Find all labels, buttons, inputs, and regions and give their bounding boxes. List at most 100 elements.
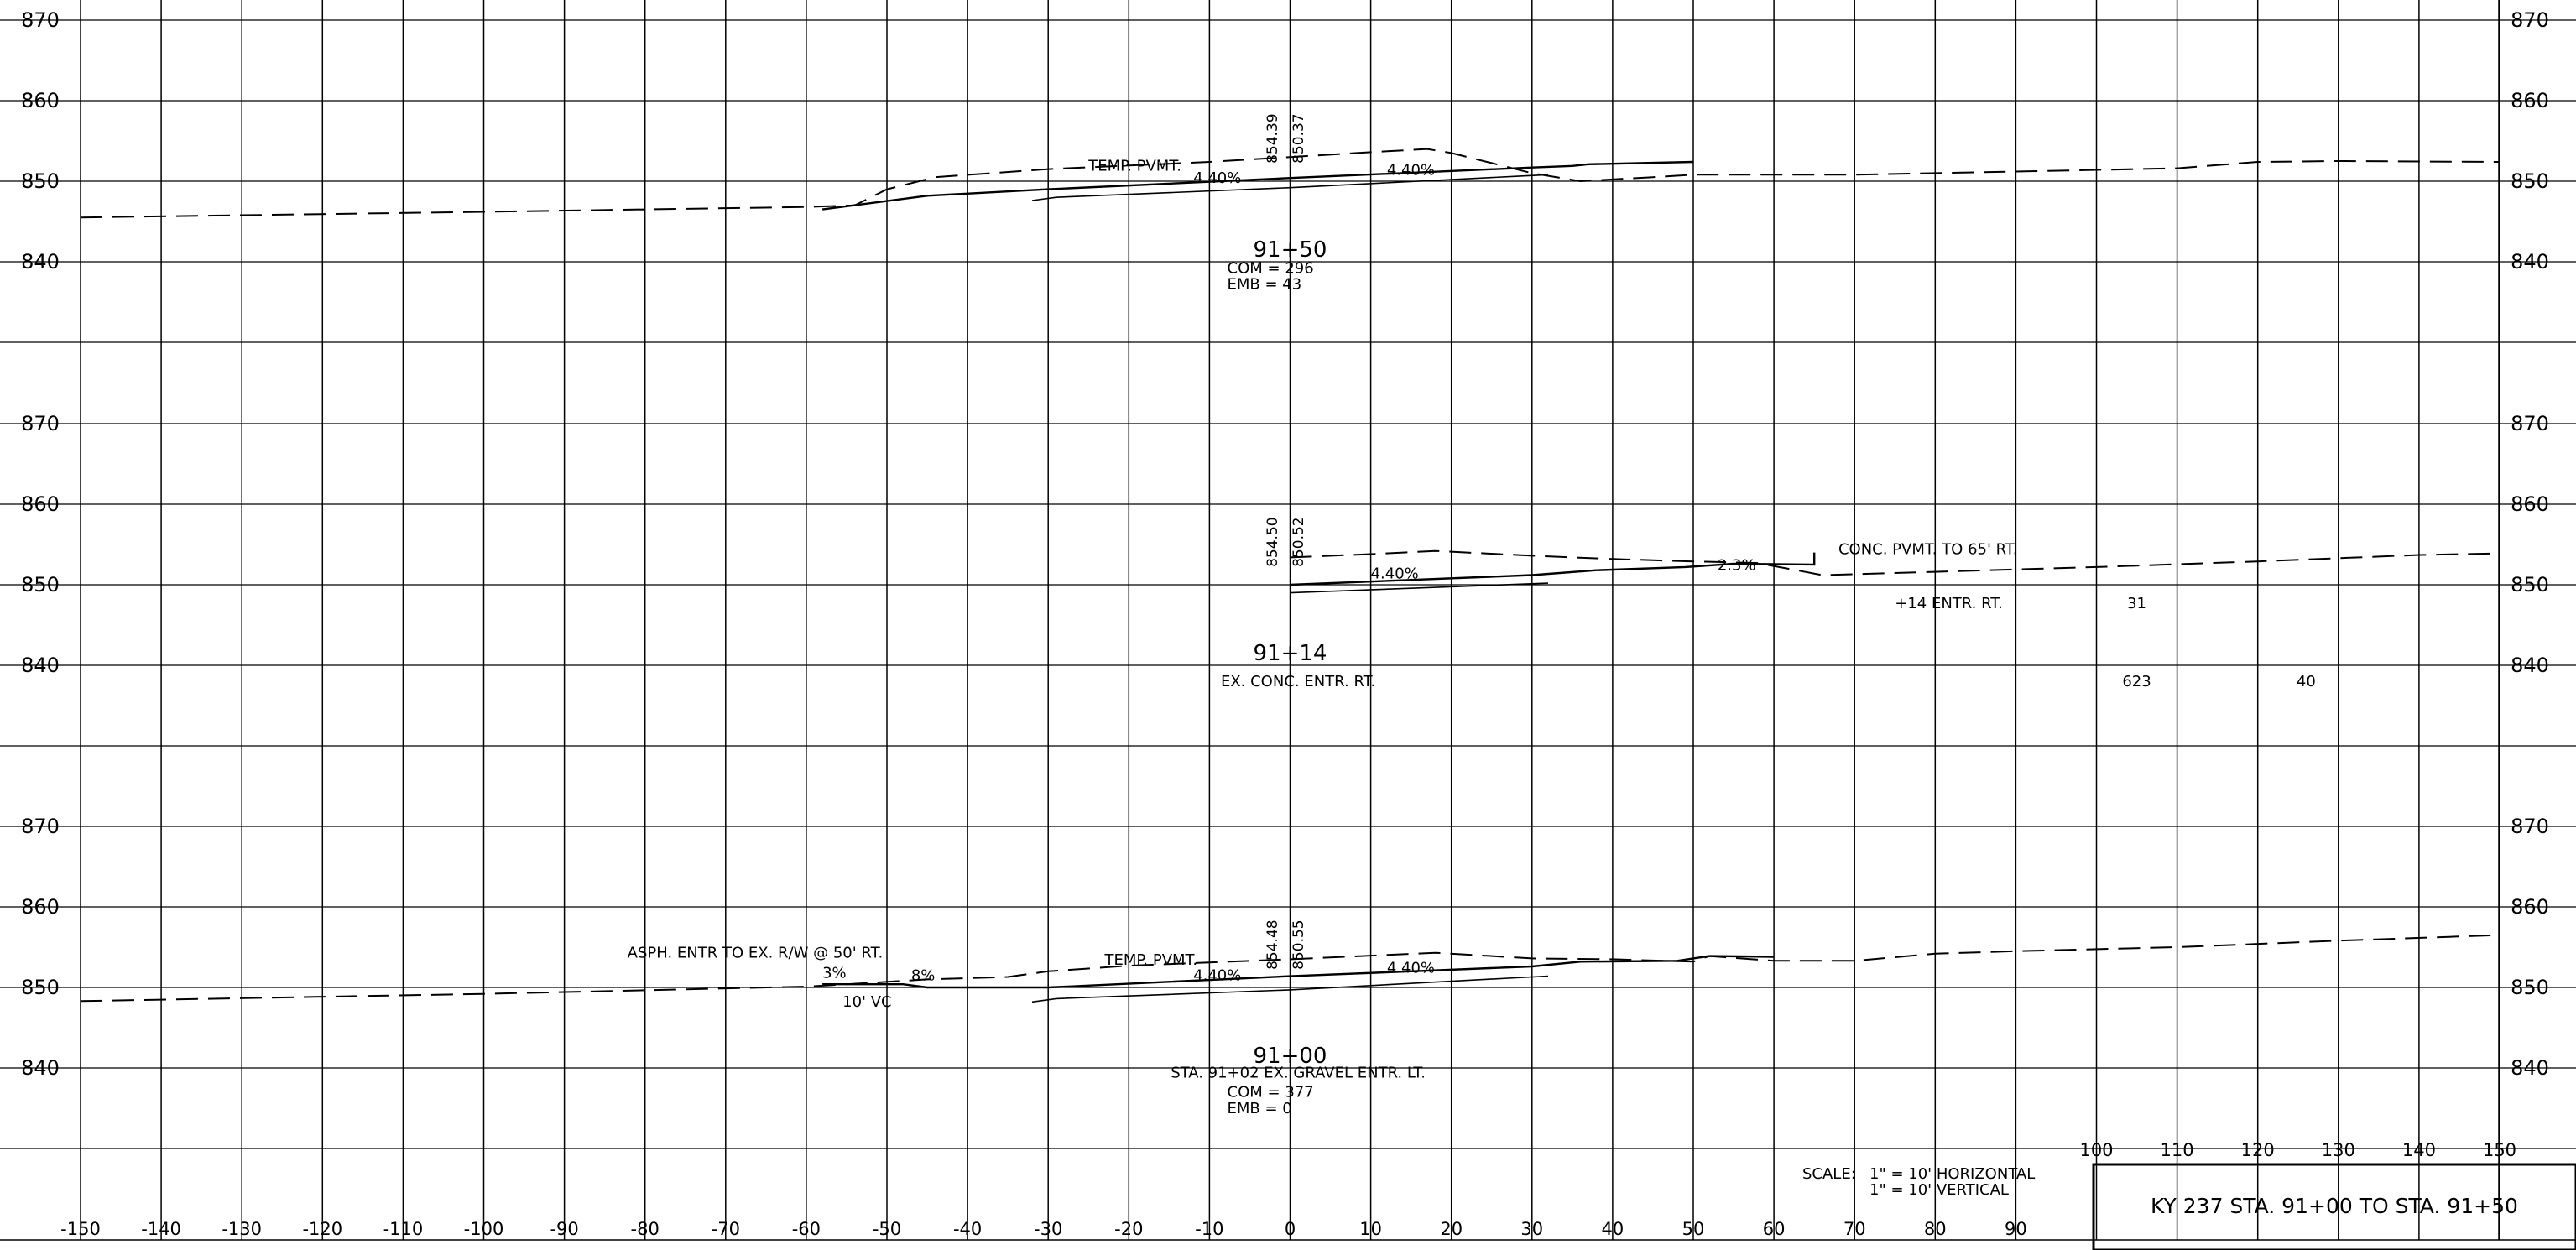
elevation-label-right: 860 (2511, 89, 2549, 112)
title-block-text: KY 237 STA. 91+00 TO STA. 91+50 (2151, 1194, 2518, 1218)
offset-tick-label: -20 (1114, 1219, 1143, 1239)
offset-tick-label-upper: 140 (2402, 1140, 2436, 1160)
emb-quantity-1: EMB = 43 (1228, 276, 1302, 294)
ditch-label: 10' VC (842, 993, 891, 1011)
elevation-label-right: 840 (2511, 250, 2549, 273)
cross-section-91-50: 854.39 850.37 91+50 (80, 113, 2500, 263)
proposed-finish-grade (1290, 552, 1816, 586)
scale-vertical: 1" = 10' VERTICAL (1869, 1181, 2009, 1199)
proposed-finish-grade (822, 955, 1775, 989)
cross-slope-left-1: 4.40% (1193, 169, 1241, 187)
asph-entrance-note: ASPH. ENTR TO EX. R/W @ 50' RT. (628, 944, 884, 961)
offset-tick-label: -150 (60, 1219, 101, 1239)
elevation-label-left: 850 (21, 976, 60, 999)
station-label: 91+14 (1254, 641, 1327, 666)
cross-slope-right-3: 4.40% (1387, 960, 1435, 977)
proposed-subgrade (1031, 174, 1549, 201)
elevation-label-left: 840 (21, 1056, 60, 1080)
elevation-label-right: 850 (2511, 976, 2549, 999)
elevation-label-right: 870 (2511, 8, 2549, 32)
offset-tick-label-upper: 110 (2161, 1140, 2194, 1160)
cross-section-91-14: 854.50 850.52 91+14 (1254, 517, 2500, 666)
offset-tick-label: 30 (1520, 1219, 1543, 1239)
offset-tick-label: -140 (141, 1219, 181, 1239)
existing-ground-line (80, 148, 2500, 219)
offset-tick-label: -110 (383, 1219, 424, 1239)
proposed-finish-grade (821, 160, 1694, 211)
offset-tick-label: -10 (1195, 1219, 1223, 1239)
elevation-label-left: 850 (21, 169, 60, 193)
centerline-existing-elevation: 854.48 (1265, 919, 1281, 969)
offset-tick-label: -50 (873, 1219, 901, 1239)
offset-tick-label: -40 (953, 1219, 982, 1239)
offset-tick-label: -60 (792, 1219, 821, 1239)
offset-tick-label: 60 (1763, 1219, 1786, 1239)
elevation-label-right: 850 (2511, 169, 2549, 193)
elevation-label-left: 840 (21, 250, 60, 273)
proposed-subgrade (1290, 582, 1549, 594)
centerline-existing-elevation: 854.50 (1265, 517, 1281, 566)
offset-tick-label: -130 (222, 1219, 262, 1239)
value-b-2: 623 (2122, 673, 2151, 690)
proposed-subgrade (1031, 975, 1549, 1003)
slope-8-label: 8% (911, 966, 936, 984)
offset-tick-label: 80 (1924, 1219, 1947, 1239)
cross-slope-secondary-2: 2.3% (1718, 557, 1756, 575)
value-a-2: 31 (2127, 595, 2146, 612)
com-quantity-3: COM = 377 (1228, 1084, 1314, 1102)
offset-tick-label: 20 (1440, 1219, 1463, 1239)
cross-slope-main-2: 4.40% (1371, 565, 1419, 582)
elevation-label-left: 850 (21, 573, 60, 596)
temp-pvmt-note-1: TEMP. PVMT. (1087, 158, 1181, 175)
centerline-existing-elevation: 854.39 (1265, 113, 1281, 163)
elevation-label-right: 840 (2511, 654, 2549, 677)
slope-3-label: 3% (822, 964, 847, 982)
offset-tick-label: -120 (302, 1219, 342, 1239)
offset-tick-label: 0 (1285, 1219, 1296, 1239)
station-label: 91+00 (1254, 1044, 1327, 1069)
conc-pvmt-note: CONC. PVMT. TO 65' RT. (1838, 541, 2017, 559)
centerline-proposed-elevation: 850.55 (1291, 919, 1307, 969)
elevation-label-right: 840 (2511, 1056, 2549, 1080)
elevation-label-left: 860 (21, 895, 60, 919)
offset-tick-label: 10 (1359, 1219, 1382, 1239)
offset-tick-label: -80 (631, 1219, 660, 1239)
elevation-label-right: 870 (2511, 412, 2549, 435)
axis-labels: 870 870 860 860 850 850 840 840 870 870 860 860 850 8… (21, 8, 2549, 1239)
offset-tick-label-upper: 130 (2322, 1140, 2355, 1160)
scale-prefix: SCALE: (1802, 1165, 1856, 1183)
temp-pvmt-note-3: TEMP. PVMT. (1103, 951, 1197, 969)
scale-horizontal: 1" = 10' HORIZONTAL (1869, 1165, 2035, 1183)
station-label: 91+50 (1254, 237, 1327, 263)
centerline-proposed-elevation: 850.52 (1291, 517, 1307, 566)
offset-tick-label: 50 (1682, 1219, 1705, 1239)
gravel-entrance-note: STA. 91+02 EX. GRAVEL ENTR. LT. (1171, 1065, 1426, 1082)
elevation-label-right: 860 (2511, 895, 2549, 919)
cross-sections: 854.39 850.37 91+50 854.50 850.52 91+14 854.48… (80, 113, 2500, 1069)
elevation-label-right: 850 (2511, 573, 2549, 596)
elevation-label-right: 870 (2511, 815, 2549, 838)
ex-conc-entrance-note: EX. CONC. ENTR. RT. (1221, 673, 1375, 690)
offset-tick-label-upper: 100 (2079, 1140, 2113, 1160)
cross-slope-left-3: 4.40% (1193, 966, 1241, 984)
existing-ground-line (80, 934, 2500, 1003)
cross-slope-right-1: 4.40% (1387, 161, 1435, 179)
offset-tick-label: 40 (1602, 1219, 1624, 1239)
offset-tick-label-upper: 120 (2241, 1140, 2275, 1160)
elevation-label-left: 870 (21, 8, 60, 32)
offset-tick-label: -100 (464, 1219, 504, 1239)
value-c-2: 40 (2297, 673, 2316, 690)
com-quantity-1: COM = 296 (1228, 259, 1314, 277)
elevation-label-right: 860 (2511, 492, 2549, 516)
offset-tick-label: 70 (1843, 1219, 1866, 1239)
offset-tick-label: 90 (2005, 1219, 2027, 1239)
elevation-label-left: 840 (21, 654, 60, 677)
elevation-label-left: 870 (21, 815, 60, 838)
elevation-label-left: 870 (21, 412, 60, 435)
centerline-proposed-elevation: 850.37 (1291, 113, 1307, 163)
cross-section-91-00: 854.48 850.55 91+00 (80, 919, 2500, 1069)
elevation-label-left: 860 (21, 492, 60, 516)
